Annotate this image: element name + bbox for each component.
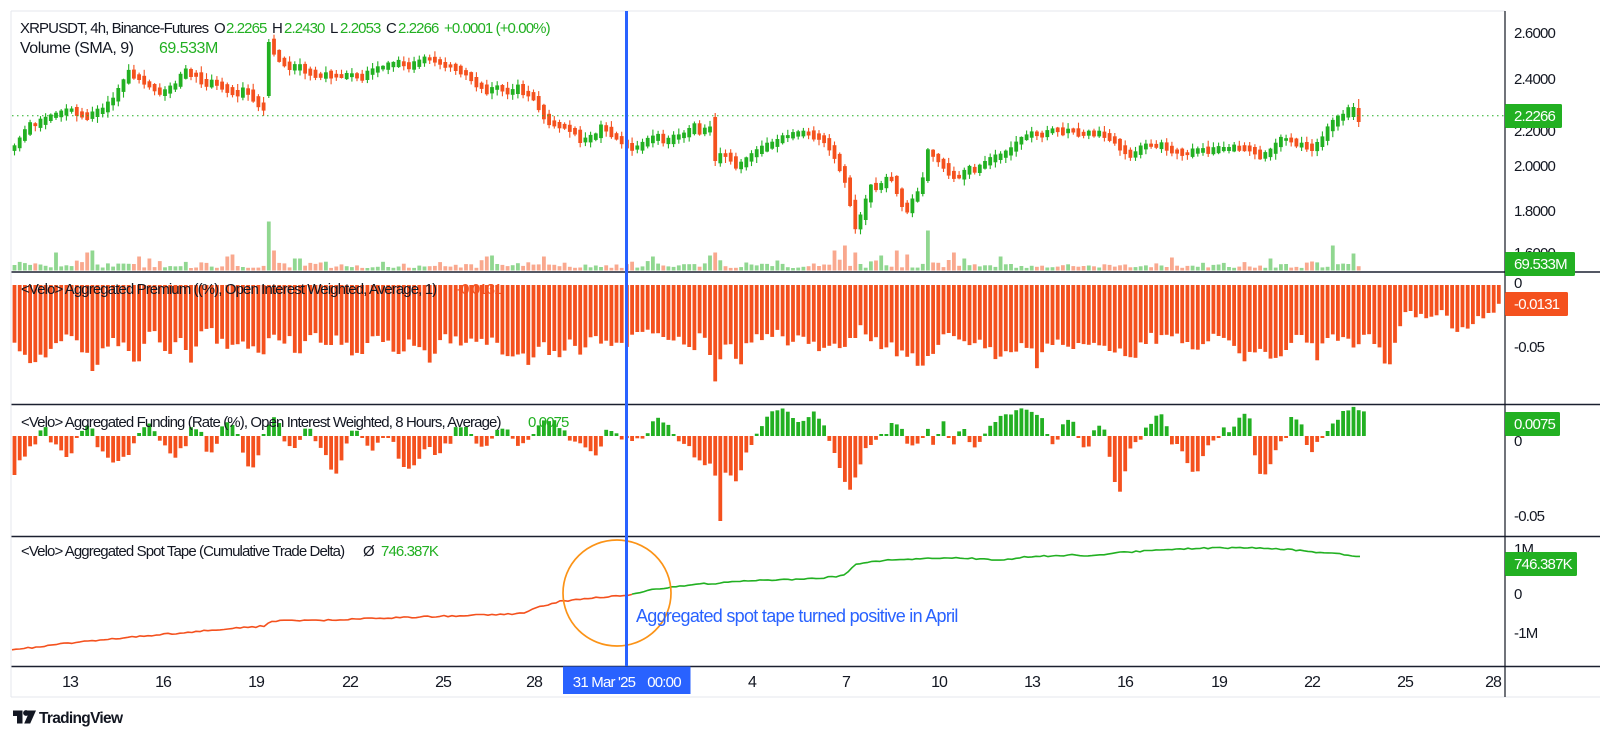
svg-text:00:00: 00:00 xyxy=(647,674,681,691)
svg-text:-0.05: -0.05 xyxy=(1514,339,1545,356)
svg-text:<Velo> Aggregated Premium ((%): <Velo> Aggregated Premium ((%), Open Int… xyxy=(21,281,437,298)
svg-text:28: 28 xyxy=(526,674,543,691)
svg-text:2.4000: 2.4000 xyxy=(1514,71,1556,88)
svg-text:2.2053: 2.2053 xyxy=(340,20,381,37)
svg-text:69.533M: 69.533M xyxy=(1514,256,1567,273)
svg-text:25: 25 xyxy=(435,674,452,691)
svg-text:-1M: -1M xyxy=(1514,625,1538,642)
svg-text:C: C xyxy=(386,20,397,37)
svg-text:-0.0131: -0.0131 xyxy=(1514,296,1560,313)
svg-text:L: L xyxy=(330,20,338,37)
svg-text:H: H xyxy=(272,20,282,37)
svg-text:22: 22 xyxy=(1304,674,1321,691)
svg-text:1.8000: 1.8000 xyxy=(1514,203,1556,220)
svg-text:22: 22 xyxy=(342,674,359,691)
svg-text:25: 25 xyxy=(1397,674,1414,691)
svg-text:<Velo> Aggregated Funding (Rat: <Velo> Aggregated Funding (Rate (%), Ope… xyxy=(21,414,501,431)
svg-text:13: 13 xyxy=(1024,674,1041,691)
svg-text:<Velo> Aggregated Spot Tape (C: <Velo> Aggregated Spot Tape (Cumulative … xyxy=(21,543,345,560)
svg-text:Aggregated spot tape turned po: Aggregated spot tape turned positive in … xyxy=(636,606,958,626)
svg-text:2.2266: 2.2266 xyxy=(398,20,439,37)
svg-text:0: 0 xyxy=(1514,275,1522,292)
svg-text:13: 13 xyxy=(62,674,79,691)
svg-text:28: 28 xyxy=(1485,674,1502,691)
svg-text:10: 10 xyxy=(931,674,948,691)
svg-text:0: 0 xyxy=(1514,433,1522,450)
svg-text:-0.05: -0.05 xyxy=(1514,508,1545,525)
svg-text:-0.0131: -0.0131 xyxy=(457,281,502,298)
svg-text:746.387K: 746.387K xyxy=(381,543,439,560)
svg-text:19: 19 xyxy=(248,674,265,691)
svg-text:31 Mar '25: 31 Mar '25 xyxy=(573,674,636,691)
svg-text:2.2266: 2.2266 xyxy=(1514,108,1556,125)
svg-text:16: 16 xyxy=(1117,674,1134,691)
svg-text:2.0000: 2.0000 xyxy=(1514,158,1556,175)
svg-text:Volume (SMA, 9): Volume (SMA, 9) xyxy=(20,40,134,57)
svg-text:0.0075: 0.0075 xyxy=(528,414,569,431)
svg-text:0: 0 xyxy=(1514,586,1522,603)
svg-text:+0.0001 (+0.00%): +0.0001 (+0.00%) xyxy=(444,20,551,37)
svg-text:7: 7 xyxy=(842,674,851,691)
svg-text:Ø: Ø xyxy=(363,543,375,560)
svg-text:4: 4 xyxy=(748,674,757,691)
svg-text:2.2430: 2.2430 xyxy=(284,20,325,37)
svg-text:16: 16 xyxy=(155,674,172,691)
svg-text:746.387K: 746.387K xyxy=(1514,556,1573,573)
svg-text:XRPUSDT, 4h, Binance-Futures: XRPUSDT, 4h, Binance-Futures xyxy=(20,20,209,37)
svg-text:2.2265: 2.2265 xyxy=(226,20,267,37)
svg-text:O: O xyxy=(214,20,225,37)
svg-text:0.0075: 0.0075 xyxy=(1514,416,1556,433)
svg-text:TradingView: TradingView xyxy=(39,710,124,727)
svg-text:2.6000: 2.6000 xyxy=(1514,25,1556,42)
svg-text:19: 19 xyxy=(1211,674,1228,691)
svg-text:69.533M: 69.533M xyxy=(159,40,218,57)
